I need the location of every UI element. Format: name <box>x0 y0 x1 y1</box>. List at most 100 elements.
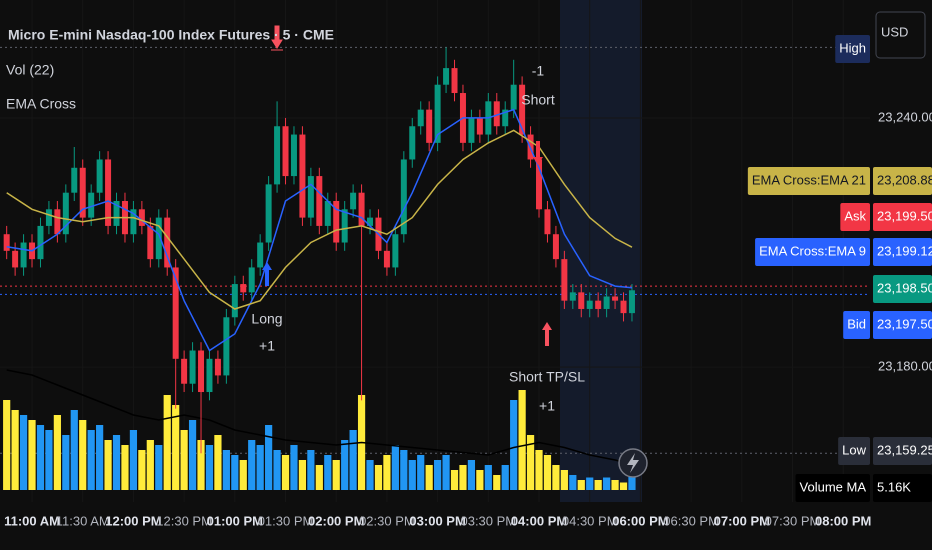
candle-body <box>628 290 635 314</box>
volume-bar <box>434 460 442 490</box>
volume-bar <box>628 475 636 490</box>
volume-bar <box>214 435 222 490</box>
x-tick-label: 04:00 PM <box>511 513 567 528</box>
candle-body <box>620 300 627 314</box>
volume-bar <box>3 400 11 490</box>
volume-bar <box>518 390 526 490</box>
candle-body <box>147 225 154 260</box>
volume-bar <box>442 455 450 490</box>
candle-body <box>181 358 188 384</box>
volume-bar <box>586 477 594 490</box>
candle-body <box>316 176 323 226</box>
candle-body <box>105 159 112 226</box>
series-name-label-box <box>747 167 870 195</box>
candle-body <box>595 300 602 309</box>
series-value-label-box <box>873 238 932 266</box>
volume-bar <box>476 470 484 490</box>
candle-body <box>198 350 205 393</box>
candle-body <box>392 234 399 268</box>
volume-bar <box>231 455 239 490</box>
volume-bar <box>45 430 53 490</box>
volume-bar <box>349 430 357 490</box>
candle-body <box>240 284 247 293</box>
volume-bar <box>383 455 391 490</box>
signal-qty: +1 <box>539 398 555 414</box>
candle-body <box>578 292 585 309</box>
volume-bar <box>273 450 281 490</box>
candle-body <box>248 267 255 293</box>
x-tick-label: 04:30 PM <box>562 513 618 528</box>
volume-bar <box>594 480 602 490</box>
candle-body <box>341 209 348 243</box>
signal-label: Long <box>251 311 282 327</box>
volume-bar <box>484 465 492 490</box>
candle-body <box>409 126 416 160</box>
candle-body <box>96 159 103 193</box>
candle-body <box>443 68 450 85</box>
volume-bar <box>96 425 104 490</box>
candle-body <box>20 242 27 268</box>
low-value-label: 23,159.25 <box>877 442 932 457</box>
volume-bar <box>36 425 45 490</box>
candle-body <box>223 317 230 376</box>
candle-body <box>62 192 69 235</box>
volume-bar <box>265 425 273 490</box>
candle-body <box>37 225 44 260</box>
ema-line <box>6 129 633 310</box>
volume-bar <box>163 395 171 490</box>
candle-body <box>426 109 433 143</box>
candle-body <box>561 259 568 301</box>
candle-body <box>79 167 86 218</box>
candle-body <box>476 117 483 135</box>
volume-bar <box>459 465 467 490</box>
volume-ma-label-box <box>795 474 870 502</box>
volume-bar <box>104 440 112 490</box>
quote-value-label: 23,199.50 <box>877 208 932 223</box>
quote-name-label: Bid <box>847 316 866 331</box>
candle-body <box>214 358 221 376</box>
volume-bar <box>180 430 188 490</box>
currency-button[interactable] <box>875 11 926 59</box>
candle-body <box>324 200 331 226</box>
volume-bar <box>155 445 163 490</box>
currency-label[interactable]: USD <box>881 24 908 39</box>
candle-body <box>434 84 441 143</box>
volume-bar <box>560 470 568 490</box>
volume-bar <box>510 400 518 490</box>
candle-body <box>265 184 272 243</box>
volume-bar <box>19 415 28 490</box>
volume-bar <box>501 465 509 490</box>
x-tick-label: 03:00 PM <box>409 513 465 528</box>
candle-body <box>113 200 120 226</box>
volume-bar <box>11 410 19 490</box>
candle-body <box>367 217 374 226</box>
volume-bar <box>391 445 399 490</box>
quote-name-label-box <box>843 311 870 339</box>
volume-bar <box>493 475 501 490</box>
volume-bar <box>197 440 205 490</box>
price-pane <box>3 47 635 454</box>
series-name-label: EMA Cross:EMA 21 <box>752 172 866 187</box>
volume-bar <box>146 440 154 490</box>
candle-body <box>189 350 196 384</box>
candle-body <box>536 159 543 210</box>
y-tick-label: 23,240.00 <box>878 109 932 124</box>
volume-bar <box>62 435 70 490</box>
volume-bar <box>526 435 535 490</box>
volume-bar <box>543 455 552 490</box>
candle-body <box>155 217 162 260</box>
x-tick-label: 08:00 PM <box>815 513 871 528</box>
volume-ma-label: Volume MA <box>800 479 867 494</box>
candle-body <box>510 84 517 110</box>
series-name-label-box <box>755 238 870 266</box>
candle-body <box>88 192 95 218</box>
candle-body <box>206 358 213 393</box>
volume-bar <box>188 420 197 490</box>
candle-body <box>307 176 314 218</box>
volume-bar <box>87 430 95 490</box>
volume-bar <box>138 450 146 490</box>
series-value-label-box <box>873 167 932 195</box>
volume-bar <box>535 450 543 490</box>
candle-body <box>493 101 500 127</box>
volume-bar <box>222 450 230 490</box>
